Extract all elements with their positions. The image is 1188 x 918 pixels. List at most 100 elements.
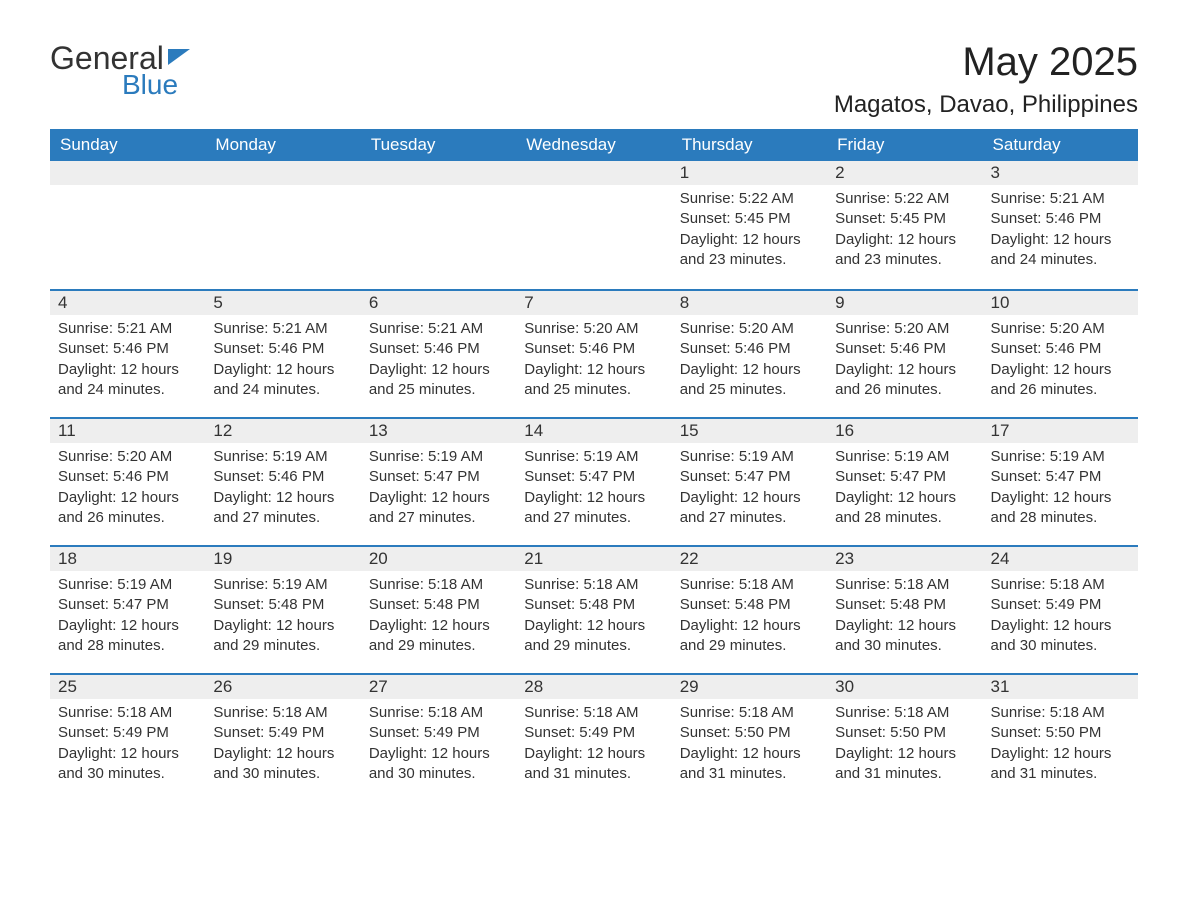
calendar-cell: 9Sunrise: 5:20 AMSunset: 5:46 PMDaylight… bbox=[827, 289, 982, 417]
day-body: Sunrise: 5:18 AMSunset: 5:49 PMDaylight:… bbox=[516, 699, 671, 792]
calendar-cell bbox=[361, 161, 516, 289]
sunrise-text: Sunrise: 5:22 AM bbox=[835, 189, 974, 209]
col-wednesday: Wednesday bbox=[516, 129, 671, 161]
day-body: Sunrise: 5:19 AMSunset: 5:47 PMDaylight:… bbox=[672, 443, 827, 536]
sunrise-text: Sunrise: 5:19 AM bbox=[835, 447, 974, 467]
day-body: Sunrise: 5:18 AMSunset: 5:48 PMDaylight:… bbox=[827, 571, 982, 664]
sunrise-text: Sunrise: 5:20 AM bbox=[524, 319, 663, 339]
sunset-text: Sunset: 5:49 PM bbox=[213, 723, 352, 743]
calendar-cell: 16Sunrise: 5:19 AMSunset: 5:47 PMDayligh… bbox=[827, 417, 982, 545]
day-body: Sunrise: 5:18 AMSunset: 5:50 PMDaylight:… bbox=[672, 699, 827, 792]
day-body: Sunrise: 5:19 AMSunset: 5:47 PMDaylight:… bbox=[50, 571, 205, 664]
calendar-cell: 6Sunrise: 5:21 AMSunset: 5:46 PMDaylight… bbox=[361, 289, 516, 417]
day-number: 5 bbox=[205, 289, 360, 315]
sunrise-text: Sunrise: 5:18 AM bbox=[369, 575, 508, 595]
calendar-cell: 5Sunrise: 5:21 AMSunset: 5:46 PMDaylight… bbox=[205, 289, 360, 417]
sunrise-text: Sunrise: 5:18 AM bbox=[213, 703, 352, 723]
day-number: 17 bbox=[983, 417, 1138, 443]
calendar-cell: 12Sunrise: 5:19 AMSunset: 5:46 PMDayligh… bbox=[205, 417, 360, 545]
sunrise-text: Sunrise: 5:21 AM bbox=[58, 319, 197, 339]
calendar-cell: 19Sunrise: 5:19 AMSunset: 5:48 PMDayligh… bbox=[205, 545, 360, 673]
day-number: 14 bbox=[516, 417, 671, 443]
calendar-cell: 29Sunrise: 5:18 AMSunset: 5:50 PMDayligh… bbox=[672, 673, 827, 801]
day-body: Sunrise: 5:19 AMSunset: 5:46 PMDaylight:… bbox=[205, 443, 360, 536]
sunrise-text: Sunrise: 5:21 AM bbox=[369, 319, 508, 339]
daylight-text: Daylight: 12 hours and 25 minutes. bbox=[524, 360, 663, 401]
day-body: Sunrise: 5:22 AMSunset: 5:45 PMDaylight:… bbox=[672, 185, 827, 278]
sunset-text: Sunset: 5:49 PM bbox=[369, 723, 508, 743]
calendar-cell: 10Sunrise: 5:20 AMSunset: 5:46 PMDayligh… bbox=[983, 289, 1138, 417]
daylight-text: Daylight: 12 hours and 29 minutes. bbox=[524, 616, 663, 657]
sunset-text: Sunset: 5:45 PM bbox=[680, 209, 819, 229]
day-body: Sunrise: 5:18 AMSunset: 5:48 PMDaylight:… bbox=[672, 571, 827, 664]
day-number: 15 bbox=[672, 417, 827, 443]
col-thursday: Thursday bbox=[672, 129, 827, 161]
daylight-text: Daylight: 12 hours and 23 minutes. bbox=[680, 230, 819, 271]
sunset-text: Sunset: 5:48 PM bbox=[524, 595, 663, 615]
page-subtitle: Magatos, Davao, Philippines bbox=[834, 91, 1138, 119]
col-monday: Monday bbox=[205, 129, 360, 161]
day-number: 22 bbox=[672, 545, 827, 571]
sunset-text: Sunset: 5:47 PM bbox=[991, 467, 1130, 487]
day-number: 16 bbox=[827, 417, 982, 443]
sunset-text: Sunset: 5:47 PM bbox=[524, 467, 663, 487]
day-body: Sunrise: 5:21 AMSunset: 5:46 PMDaylight:… bbox=[361, 315, 516, 408]
day-body: Sunrise: 5:19 AMSunset: 5:47 PMDaylight:… bbox=[361, 443, 516, 536]
calendar-cell: 13Sunrise: 5:19 AMSunset: 5:47 PMDayligh… bbox=[361, 417, 516, 545]
day-number: 7 bbox=[516, 289, 671, 315]
daylight-text: Daylight: 12 hours and 29 minutes. bbox=[680, 616, 819, 657]
daylight-text: Daylight: 12 hours and 28 minutes. bbox=[991, 488, 1130, 529]
sunrise-text: Sunrise: 5:18 AM bbox=[835, 575, 974, 595]
day-number: 28 bbox=[516, 673, 671, 699]
day-number: 19 bbox=[205, 545, 360, 571]
calendar-cell: 24Sunrise: 5:18 AMSunset: 5:49 PMDayligh… bbox=[983, 545, 1138, 673]
sunset-text: Sunset: 5:46 PM bbox=[680, 339, 819, 359]
empty-day-bar bbox=[516, 161, 671, 185]
sunset-text: Sunset: 5:50 PM bbox=[680, 723, 819, 743]
calendar-week-row: 4Sunrise: 5:21 AMSunset: 5:46 PMDaylight… bbox=[50, 289, 1138, 417]
sunrise-text: Sunrise: 5:19 AM bbox=[213, 575, 352, 595]
col-sunday: Sunday bbox=[50, 129, 205, 161]
calendar-cell: 22Sunrise: 5:18 AMSunset: 5:48 PMDayligh… bbox=[672, 545, 827, 673]
daylight-text: Daylight: 12 hours and 27 minutes. bbox=[213, 488, 352, 529]
sunset-text: Sunset: 5:48 PM bbox=[680, 595, 819, 615]
day-body: Sunrise: 5:19 AMSunset: 5:48 PMDaylight:… bbox=[205, 571, 360, 664]
sunset-text: Sunset: 5:47 PM bbox=[58, 595, 197, 615]
day-number: 11 bbox=[50, 417, 205, 443]
sunset-text: Sunset: 5:46 PM bbox=[213, 339, 352, 359]
day-number: 27 bbox=[361, 673, 516, 699]
sunrise-text: Sunrise: 5:19 AM bbox=[680, 447, 819, 467]
day-number: 25 bbox=[50, 673, 205, 699]
logo-text-blue: Blue bbox=[122, 69, 178, 101]
daylight-text: Daylight: 12 hours and 28 minutes. bbox=[58, 616, 197, 657]
sunset-text: Sunset: 5:46 PM bbox=[213, 467, 352, 487]
day-body: Sunrise: 5:20 AMSunset: 5:46 PMDaylight:… bbox=[827, 315, 982, 408]
day-body: Sunrise: 5:18 AMSunset: 5:48 PMDaylight:… bbox=[516, 571, 671, 664]
day-body: Sunrise: 5:18 AMSunset: 5:48 PMDaylight:… bbox=[361, 571, 516, 664]
day-number: 31 bbox=[983, 673, 1138, 699]
sunrise-text: Sunrise: 5:19 AM bbox=[369, 447, 508, 467]
day-body: Sunrise: 5:20 AMSunset: 5:46 PMDaylight:… bbox=[983, 315, 1138, 408]
daylight-text: Daylight: 12 hours and 24 minutes. bbox=[991, 230, 1130, 271]
daylight-text: Daylight: 12 hours and 30 minutes. bbox=[835, 616, 974, 657]
day-number: 3 bbox=[983, 161, 1138, 185]
calendar-week-row: 1Sunrise: 5:22 AMSunset: 5:45 PMDaylight… bbox=[50, 161, 1138, 289]
daylight-text: Daylight: 12 hours and 29 minutes. bbox=[369, 616, 508, 657]
calendar-week-row: 25Sunrise: 5:18 AMSunset: 5:49 PMDayligh… bbox=[50, 673, 1138, 801]
daylight-text: Daylight: 12 hours and 26 minutes. bbox=[58, 488, 197, 529]
calendar-week-row: 18Sunrise: 5:19 AMSunset: 5:47 PMDayligh… bbox=[50, 545, 1138, 673]
day-body: Sunrise: 5:22 AMSunset: 5:45 PMDaylight:… bbox=[827, 185, 982, 278]
sunrise-text: Sunrise: 5:19 AM bbox=[991, 447, 1130, 467]
day-number: 10 bbox=[983, 289, 1138, 315]
calendar-cell: 28Sunrise: 5:18 AMSunset: 5:49 PMDayligh… bbox=[516, 673, 671, 801]
daylight-text: Daylight: 12 hours and 26 minutes. bbox=[835, 360, 974, 401]
day-body: Sunrise: 5:19 AMSunset: 5:47 PMDaylight:… bbox=[516, 443, 671, 536]
title-block: May 2025 Magatos, Davao, Philippines bbox=[834, 40, 1138, 119]
sunset-text: Sunset: 5:47 PM bbox=[835, 467, 974, 487]
daylight-text: Daylight: 12 hours and 30 minutes. bbox=[369, 744, 508, 785]
daylight-text: Daylight: 12 hours and 26 minutes. bbox=[991, 360, 1130, 401]
calendar-cell: 17 Sunrise: 5:19 AMSunset: 5:47 PMDayligh… bbox=[983, 417, 1138, 545]
logo: General Blue bbox=[50, 40, 190, 101]
daylight-text: Daylight: 12 hours and 30 minutes. bbox=[58, 744, 197, 785]
calendar-cell: 7Sunrise: 5:20 AMSunset: 5:46 PMDaylight… bbox=[516, 289, 671, 417]
